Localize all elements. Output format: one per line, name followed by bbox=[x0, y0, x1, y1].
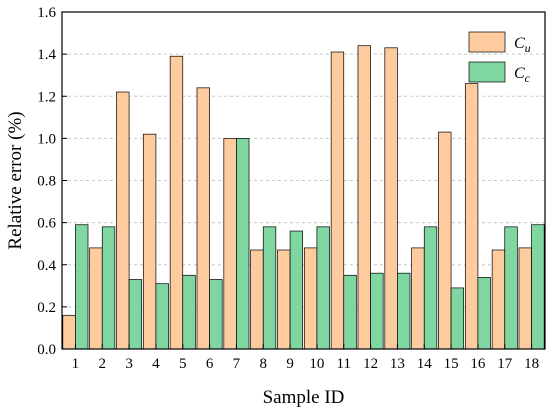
bar-cu-sample-17 bbox=[491, 249, 506, 350]
bar-cc-sample-17 bbox=[504, 226, 518, 350]
x-tick-label: 10 bbox=[309, 356, 324, 372]
x-tick-label: 1 bbox=[72, 356, 80, 372]
x-tick-label: 14 bbox=[417, 356, 433, 372]
y-tick-label: 0.6 bbox=[37, 216, 56, 232]
bar-layer bbox=[62, 45, 545, 350]
bar-cc-sample-16 bbox=[477, 277, 491, 350]
x-tick-label: 18 bbox=[524, 356, 539, 372]
legend-label-cc: Cc bbox=[514, 65, 531, 85]
bar-cu-sample-4 bbox=[142, 133, 157, 350]
x-tick-label: 17 bbox=[497, 356, 513, 372]
bar-cc-sample-13 bbox=[397, 272, 411, 350]
bar-cu-sample-1 bbox=[62, 314, 76, 350]
y-axis-title: Relative error (%) bbox=[5, 111, 26, 249]
bar-cc-sample-4 bbox=[155, 283, 169, 350]
bar-cu-sample-6 bbox=[196, 87, 210, 350]
x-tick-label: 2 bbox=[99, 356, 107, 372]
x-axis: 1 2 3 4 5 6 7 8 9 10 11 12 13 14 15 16 17 18 bbox=[72, 344, 539, 372]
bar-cu-sample-15 bbox=[438, 131, 452, 350]
y-tick-label: 0.2 bbox=[37, 300, 56, 316]
bar-cc-sample-5 bbox=[182, 274, 196, 350]
y-tick-label: 0.8 bbox=[37, 174, 56, 190]
legend-swatch-cc bbox=[468, 61, 506, 83]
bar-cu-sample-11 bbox=[330, 51, 345, 350]
bar-cc-sample-12 bbox=[370, 272, 384, 350]
x-tick-label: 9 bbox=[286, 356, 294, 372]
bar-cu-sample-12 bbox=[357, 45, 371, 350]
bar-cu-sample-10 bbox=[303, 247, 318, 350]
bar-cu-sample-3 bbox=[116, 91, 130, 350]
legend-label-cu: Cu bbox=[514, 35, 531, 55]
bar-cu-sample-7 bbox=[223, 138, 237, 350]
bar-cu-sample-5 bbox=[169, 55, 184, 350]
bar-cu-sample-13 bbox=[384, 47, 398, 350]
y-tick-label: 0.0 bbox=[37, 342, 56, 358]
bar-cc-sample-14 bbox=[423, 226, 438, 350]
bar-cu-sample-14 bbox=[411, 247, 425, 350]
x-tick-label: 16 bbox=[470, 356, 486, 372]
bar-cc-sample-10 bbox=[316, 226, 330, 350]
bar-cu-sample-8 bbox=[250, 249, 264, 350]
bar-cc-sample-2 bbox=[101, 226, 116, 350]
bar-cc-sample-1 bbox=[75, 224, 89, 350]
y-tick-label: 1.4 bbox=[37, 47, 56, 63]
y-tick-label: 1.6 bbox=[37, 5, 56, 21]
x-tick-label: 5 bbox=[179, 356, 187, 372]
bar-cc-sample-15 bbox=[450, 287, 465, 350]
bar-cc-sample-9 bbox=[289, 230, 304, 350]
bar-cu-sample-2 bbox=[89, 247, 103, 350]
x-tick-label: 12 bbox=[363, 356, 378, 372]
legend: Cu Cc bbox=[468, 31, 531, 85]
bar-cc-sample-18 bbox=[531, 224, 545, 350]
bar-cc-sample-6 bbox=[209, 279, 223, 350]
y-tick-label: 1.0 bbox=[37, 131, 56, 147]
grid-layer bbox=[62, 53, 545, 308]
bar-cu-sample-18 bbox=[518, 247, 532, 350]
y-tick-label: 1.2 bbox=[37, 89, 56, 105]
bar-cu-sample-16 bbox=[464, 83, 479, 350]
x-tick-label: 8 bbox=[260, 356, 268, 372]
y-tick-label: 0.4 bbox=[37, 258, 56, 274]
x-tick-label: 4 bbox=[152, 356, 160, 372]
legend-swatch-cu bbox=[468, 31, 506, 53]
x-tick-label: 3 bbox=[125, 356, 133, 372]
bar-cc-sample-3 bbox=[128, 279, 143, 350]
x-tick-label: 15 bbox=[444, 356, 459, 372]
bar-cc-sample-11 bbox=[343, 274, 357, 350]
bar-cc-sample-8 bbox=[262, 226, 277, 350]
bar-cc-sample-7 bbox=[236, 138, 250, 350]
x-tick-label: 6 bbox=[206, 356, 214, 372]
x-tick-label: 7 bbox=[233, 356, 241, 372]
bar-cu-sample-9 bbox=[277, 249, 291, 350]
x-axis-title: Sample ID bbox=[263, 387, 345, 408]
x-tick-label: 13 bbox=[390, 356, 405, 372]
x-tick-label: 11 bbox=[337, 356, 351, 372]
y-axis: 0.0 0.2 0.4 0.6 0.8 1.0 1.2 1.4 1.6 bbox=[37, 5, 67, 358]
